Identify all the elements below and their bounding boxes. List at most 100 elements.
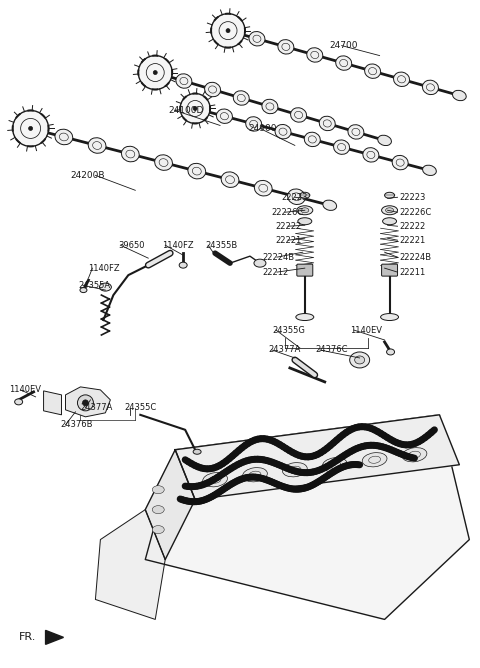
Ellipse shape bbox=[290, 108, 307, 122]
Text: 22221: 22221 bbox=[399, 236, 426, 244]
Ellipse shape bbox=[176, 73, 192, 88]
Text: 22221: 22221 bbox=[275, 236, 301, 244]
Polygon shape bbox=[175, 415, 459, 500]
Text: 24355B: 24355B bbox=[205, 240, 237, 250]
Ellipse shape bbox=[362, 453, 387, 467]
Text: 22212: 22212 bbox=[262, 268, 288, 277]
Ellipse shape bbox=[301, 208, 309, 212]
Circle shape bbox=[77, 395, 94, 411]
Ellipse shape bbox=[348, 125, 364, 139]
Ellipse shape bbox=[242, 468, 267, 482]
Ellipse shape bbox=[304, 132, 320, 146]
Ellipse shape bbox=[249, 31, 265, 46]
Ellipse shape bbox=[350, 352, 370, 368]
Ellipse shape bbox=[221, 172, 239, 188]
Text: 24355C: 24355C bbox=[124, 403, 156, 412]
Ellipse shape bbox=[88, 138, 106, 153]
Text: 24900: 24900 bbox=[248, 124, 276, 133]
Ellipse shape bbox=[288, 189, 305, 204]
Text: 24100D: 24100D bbox=[168, 106, 204, 115]
Ellipse shape bbox=[204, 82, 221, 97]
Text: 22222: 22222 bbox=[275, 222, 301, 230]
Circle shape bbox=[211, 13, 245, 47]
Text: 24376C: 24376C bbox=[316, 345, 348, 355]
FancyBboxPatch shape bbox=[382, 264, 397, 276]
Ellipse shape bbox=[152, 506, 164, 514]
Ellipse shape bbox=[323, 458, 347, 472]
Text: 24200B: 24200B bbox=[71, 171, 105, 180]
Ellipse shape bbox=[121, 146, 139, 162]
Ellipse shape bbox=[155, 155, 172, 170]
Ellipse shape bbox=[422, 80, 438, 95]
Polygon shape bbox=[46, 631, 63, 645]
Text: 1140EV: 1140EV bbox=[9, 385, 41, 394]
Text: 22226C: 22226C bbox=[399, 208, 432, 216]
FancyBboxPatch shape bbox=[297, 264, 313, 276]
Polygon shape bbox=[145, 415, 469, 619]
Ellipse shape bbox=[80, 288, 87, 293]
Ellipse shape bbox=[323, 200, 336, 210]
Ellipse shape bbox=[179, 262, 187, 268]
Ellipse shape bbox=[382, 206, 397, 214]
Polygon shape bbox=[65, 387, 110, 417]
Text: 39650: 39650 bbox=[119, 240, 145, 250]
Ellipse shape bbox=[453, 90, 466, 101]
Ellipse shape bbox=[254, 259, 266, 267]
Ellipse shape bbox=[254, 180, 272, 196]
Ellipse shape bbox=[319, 116, 335, 131]
Text: 1140FZ: 1140FZ bbox=[162, 240, 194, 250]
Ellipse shape bbox=[275, 124, 291, 139]
Ellipse shape bbox=[394, 72, 409, 86]
Text: 24700: 24700 bbox=[330, 41, 358, 50]
Circle shape bbox=[193, 106, 197, 110]
Polygon shape bbox=[96, 510, 165, 619]
Ellipse shape bbox=[385, 208, 394, 212]
Ellipse shape bbox=[188, 164, 206, 179]
Ellipse shape bbox=[392, 156, 408, 170]
Ellipse shape bbox=[246, 117, 262, 131]
Ellipse shape bbox=[298, 218, 312, 224]
Ellipse shape bbox=[282, 462, 307, 477]
Text: 22226C: 22226C bbox=[271, 208, 303, 216]
Text: 24355A: 24355A bbox=[78, 281, 110, 290]
Ellipse shape bbox=[300, 192, 310, 198]
Text: 22223: 22223 bbox=[399, 193, 426, 202]
Ellipse shape bbox=[365, 64, 381, 78]
Ellipse shape bbox=[378, 135, 391, 146]
Polygon shape bbox=[44, 391, 61, 415]
Ellipse shape bbox=[297, 206, 313, 214]
Ellipse shape bbox=[233, 91, 249, 105]
Ellipse shape bbox=[307, 47, 323, 62]
Text: 22223: 22223 bbox=[282, 193, 308, 202]
Ellipse shape bbox=[55, 129, 73, 145]
Ellipse shape bbox=[296, 313, 314, 321]
Text: 1140FZ: 1140FZ bbox=[88, 264, 120, 273]
Ellipse shape bbox=[334, 140, 349, 154]
Circle shape bbox=[12, 110, 48, 146]
Ellipse shape bbox=[363, 148, 379, 162]
Ellipse shape bbox=[402, 448, 427, 462]
Text: FR.: FR. bbox=[19, 633, 36, 643]
Circle shape bbox=[153, 71, 157, 75]
Ellipse shape bbox=[262, 100, 278, 114]
Ellipse shape bbox=[355, 356, 365, 364]
Circle shape bbox=[180, 94, 210, 124]
Ellipse shape bbox=[152, 486, 164, 494]
Circle shape bbox=[83, 400, 88, 406]
Ellipse shape bbox=[383, 218, 396, 224]
Ellipse shape bbox=[422, 165, 436, 176]
Circle shape bbox=[138, 55, 172, 90]
Ellipse shape bbox=[15, 399, 23, 405]
Text: 22222: 22222 bbox=[399, 222, 426, 230]
Ellipse shape bbox=[386, 349, 395, 355]
Ellipse shape bbox=[278, 39, 294, 54]
Ellipse shape bbox=[99, 283, 111, 291]
Text: 24355G: 24355G bbox=[272, 325, 305, 335]
Polygon shape bbox=[145, 450, 195, 560]
Text: 24376B: 24376B bbox=[60, 420, 93, 430]
Ellipse shape bbox=[216, 109, 232, 124]
Circle shape bbox=[226, 29, 230, 33]
Ellipse shape bbox=[152, 526, 164, 534]
Ellipse shape bbox=[384, 192, 395, 198]
Ellipse shape bbox=[336, 56, 352, 70]
